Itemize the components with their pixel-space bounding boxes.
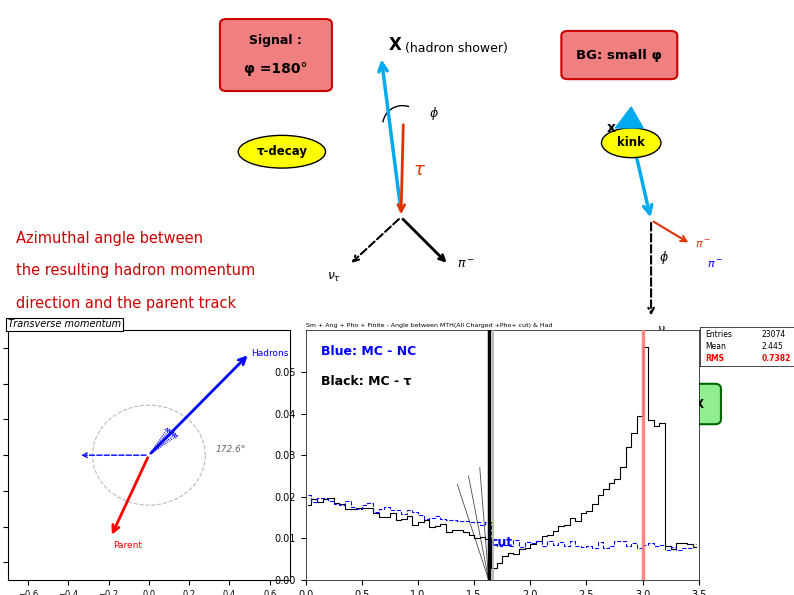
- Text: νμN → νμπ⁻X: νμN → νμπ⁻X: [618, 397, 704, 411]
- Text: $\nu_\tau$: $\nu_\tau$: [327, 271, 341, 284]
- Text: Parent: Parent: [113, 541, 141, 550]
- Text: direction and the parent track: direction and the parent track: [16, 296, 236, 311]
- Text: direction: direction: [16, 328, 80, 344]
- Text: x: x: [607, 121, 616, 135]
- Text: Black: MC - τ: Black: MC - τ: [322, 375, 412, 388]
- Text: 172.6°: 172.6°: [215, 444, 245, 453]
- Text: $\pi^-$: $\pi^-$: [707, 259, 723, 270]
- FancyBboxPatch shape: [561, 31, 677, 79]
- Text: φ =180°: φ =180°: [245, 62, 307, 76]
- Text: 0.7382: 0.7382: [761, 353, 791, 362]
- Ellipse shape: [602, 128, 661, 158]
- Text: kink: kink: [617, 136, 646, 149]
- Text: 23074: 23074: [761, 330, 785, 339]
- Text: $\pi^-$: $\pi^-$: [695, 239, 711, 249]
- Text: X: X: [389, 36, 402, 54]
- Text: 2.445: 2.445: [761, 342, 783, 351]
- Text: τ-decay: τ-decay: [256, 145, 307, 158]
- Text: $\nu_\mu$: $\nu_\mu$: [657, 324, 672, 339]
- Text: Sm + Ang + Pho + Finite - Angle between MTH(All Charged +Pho+ cut) & Had: Sm + Ang + Pho + Finite - Angle between …: [306, 324, 552, 328]
- Text: Signal :: Signal :: [249, 34, 303, 47]
- Text: $\pi^-$: $\pi^-$: [457, 258, 475, 271]
- Text: Hadrons: Hadrons: [252, 349, 289, 358]
- Text: BG: small φ: BG: small φ: [576, 49, 662, 61]
- Text: Mean: Mean: [705, 342, 726, 351]
- Text: the resulting hadron momentum: the resulting hadron momentum: [16, 263, 255, 278]
- Text: $\phi$: $\phi$: [659, 249, 669, 266]
- Text: Blue: MC - NC: Blue: MC - NC: [322, 345, 417, 358]
- Polygon shape: [615, 107, 643, 128]
- Text: RMS: RMS: [705, 353, 724, 362]
- Text: ντN → τX: ντN → τX: [373, 350, 433, 363]
- Text: Azimuthal angle between: Azimuthal angle between: [16, 230, 203, 246]
- Text: $\phi$: $\phi$: [429, 105, 438, 121]
- Text: (hadron shower): (hadron shower): [405, 42, 508, 55]
- Text: $\tau$: $\tau$: [413, 161, 426, 178]
- Ellipse shape: [238, 135, 326, 168]
- FancyBboxPatch shape: [601, 384, 721, 424]
- Text: cut: cut: [491, 536, 513, 549]
- Text: Entries: Entries: [705, 330, 732, 339]
- Text: Transverse momentum: Transverse momentum: [8, 320, 121, 330]
- FancyBboxPatch shape: [355, 336, 451, 377]
- FancyBboxPatch shape: [220, 19, 332, 91]
